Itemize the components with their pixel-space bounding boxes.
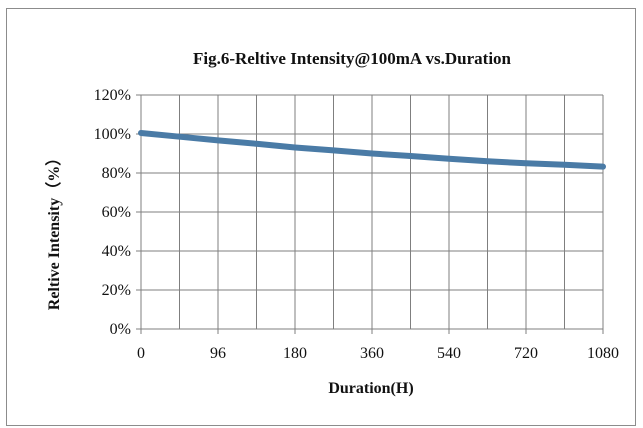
tick-labels: 0% 20% 40% 60% 80% 100% 120% 0 96 180 360 540 720 108… [94, 87, 619, 362]
y-axis-label: Reltive Intensity（%） [45, 150, 63, 310]
chart-frame [6, 8, 636, 426]
series-group [138, 130, 606, 170]
grid [136, 94, 604, 334]
x-tick-label: 0 [137, 345, 145, 362]
y-tick-label: 80% [102, 165, 131, 182]
x-axis-label: Duration(H) [328, 380, 413, 397]
x-tick-label: 360 [360, 345, 384, 362]
y-tick-label: 60% [102, 204, 131, 221]
x-tick-label: 1080 [587, 345, 619, 362]
y-tick-label: 120% [94, 87, 131, 104]
x-tick-label: 540 [437, 345, 461, 362]
x-tick-label: 180 [283, 345, 307, 362]
y-tick-label: 20% [102, 282, 131, 299]
x-tick-label: 720 [514, 345, 538, 362]
y-tick-label: 0% [110, 321, 131, 338]
y-tick-label: 100% [94, 126, 131, 143]
y-tick-label: 40% [102, 243, 131, 260]
chart-title: Fig.6-Reltive Intensity@100mA vs.Duratio… [193, 49, 512, 68]
series-line [138, 130, 606, 170]
x-tick-label: 96 [210, 345, 226, 362]
